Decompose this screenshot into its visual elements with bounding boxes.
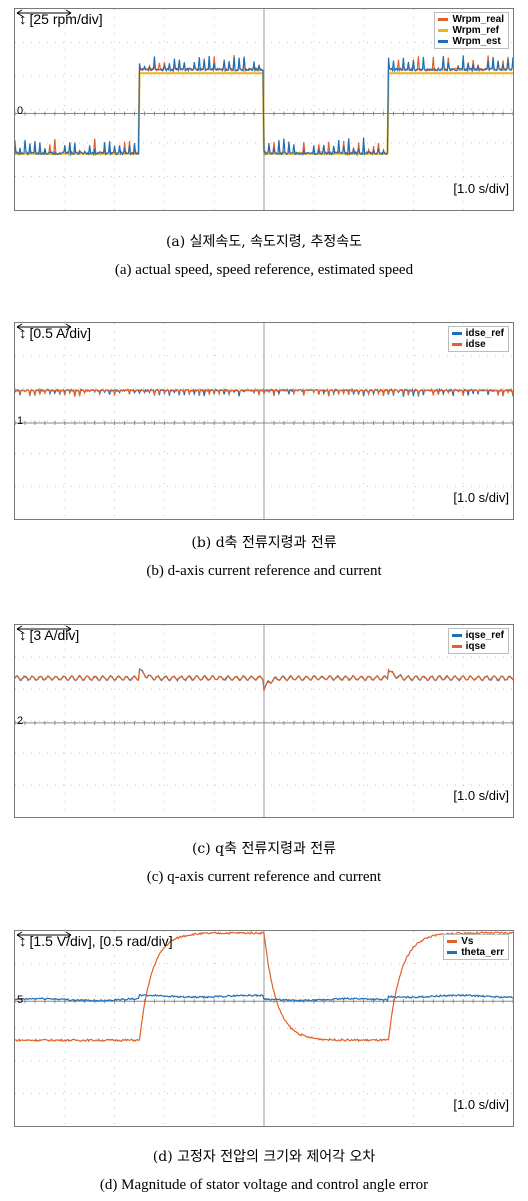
plot-svg	[15, 625, 513, 817]
scope-plot: ↕ [25 rpm/div] 0 Wrpm_real Wrpm_ref Wrpm_…	[14, 8, 514, 211]
legend-swatch	[438, 40, 449, 43]
updown-arrow-icon: ↕	[19, 933, 27, 950]
legend-label: iqse	[465, 641, 486, 652]
legend-item: iqse	[451, 641, 504, 652]
caption-korean: (a) 실제속도, 속도지령, 추정속도	[165, 234, 363, 250]
time-scale-label: [1.0 s/div]	[453, 788, 509, 803]
legend-item: iqse_ref	[451, 630, 504, 641]
caption-english: (a) actual speed, speed reference, estim…	[114, 262, 414, 278]
time-scale-label: [1.0 s/div]	[453, 181, 509, 196]
legend-item: Wrpm_ref	[438, 25, 504, 36]
legend-label: Wrpm_ref	[452, 25, 499, 36]
legend-swatch	[447, 940, 458, 943]
legend-swatch	[438, 18, 449, 21]
legend-label: theta_err	[461, 947, 504, 958]
legend-swatch	[451, 332, 462, 335]
legend-swatch	[451, 634, 462, 637]
legend-label: Wrpm_real	[452, 14, 504, 25]
plot-svg	[15, 9, 513, 210]
legend: iqse_ref iqse	[447, 628, 509, 654]
plot-svg	[15, 323, 513, 519]
caption-english: (b) d-axis current reference and current	[146, 563, 382, 579]
legend-swatch	[451, 343, 462, 346]
series-line-theta-err	[15, 993, 513, 1003]
legend-item: idse	[451, 339, 504, 350]
time-scale-label: [1.0 s/div]	[453, 490, 509, 505]
scale-label: ↕ [1.5 V/div], [0.5 rad/div]	[19, 933, 173, 950]
legend-swatch	[451, 645, 462, 648]
caption-english: (c) q-axis current reference and current	[146, 869, 382, 885]
legend-label: iqse_ref	[465, 630, 504, 641]
scale-label: ↕ [0.5 A/div]	[19, 325, 91, 342]
legend-label: Vs	[461, 936, 474, 947]
scope-plot: ↕ [3 A/div] 2 iqse_ref iqse [1.0 s/div]	[14, 624, 514, 818]
zero-marker: 1	[17, 415, 24, 427]
double-arrow-icon	[16, 625, 72, 633]
scope-plot: ↕ [0.5 A/div] 1 idse_ref idse [1.0 s/div]	[14, 322, 514, 520]
legend-item: theta_err	[447, 947, 504, 958]
legend-item: idse_ref	[451, 328, 504, 339]
legend-swatch	[438, 29, 449, 32]
legend-swatch	[447, 951, 458, 954]
scope-plot: ↕ [1.5 V/div], [0.5 rad/div] 5 Vs theta_e…	[14, 930, 514, 1127]
caption-korean: (c) q축 전류지령과 전류	[191, 841, 337, 857]
updown-arrow-icon: ↕	[19, 627, 27, 644]
time-scale-label: [1.0 s/div]	[453, 1097, 509, 1112]
updown-arrow-icon: ↕	[19, 11, 27, 28]
series-line-idse	[15, 387, 513, 397]
legend-item: Wrpm_real	[438, 14, 504, 25]
legend: Wrpm_real Wrpm_ref Wrpm_est	[434, 12, 509, 49]
updown-arrow-icon: ↕	[19, 325, 27, 342]
caption-english: (d) Magnitude of stator voltage and cont…	[99, 1177, 429, 1193]
series-line-wrpm-est	[15, 55, 513, 157]
legend-label: idse	[465, 339, 486, 350]
legend-item: Wrpm_est	[438, 36, 504, 47]
zero-marker: 5	[17, 994, 24, 1006]
caption-korean: (b) d축 전류지령과 전류	[191, 535, 337, 551]
legend-item: Vs	[447, 936, 504, 947]
zero-marker: 0	[17, 105, 24, 117]
scale-label-text: [0.5 A/div]	[29, 325, 91, 341]
legend-label: Wrpm_est	[452, 36, 501, 47]
scale-label-text: [1.5 V/div], [0.5 rad/div]	[29, 933, 173, 949]
caption-korean: (d) 고정자 전압의 크기와 제어각 오차	[152, 1149, 376, 1165]
double-arrow-icon	[16, 931, 72, 939]
legend: idse_ref idse	[447, 326, 509, 352]
scale-label-text: [25 rpm/div]	[29, 11, 103, 27]
legend: Vs theta_err	[443, 934, 509, 960]
plot-svg	[15, 931, 513, 1126]
double-arrow-icon	[16, 9, 72, 17]
series-line-iqse	[15, 667, 513, 691]
scale-label: ↕ [25 rpm/div]	[19, 11, 103, 28]
zero-marker: 2	[17, 715, 24, 727]
series-line-vs	[15, 931, 513, 1043]
legend-label: idse_ref	[465, 328, 504, 339]
double-arrow-icon	[16, 323, 72, 331]
